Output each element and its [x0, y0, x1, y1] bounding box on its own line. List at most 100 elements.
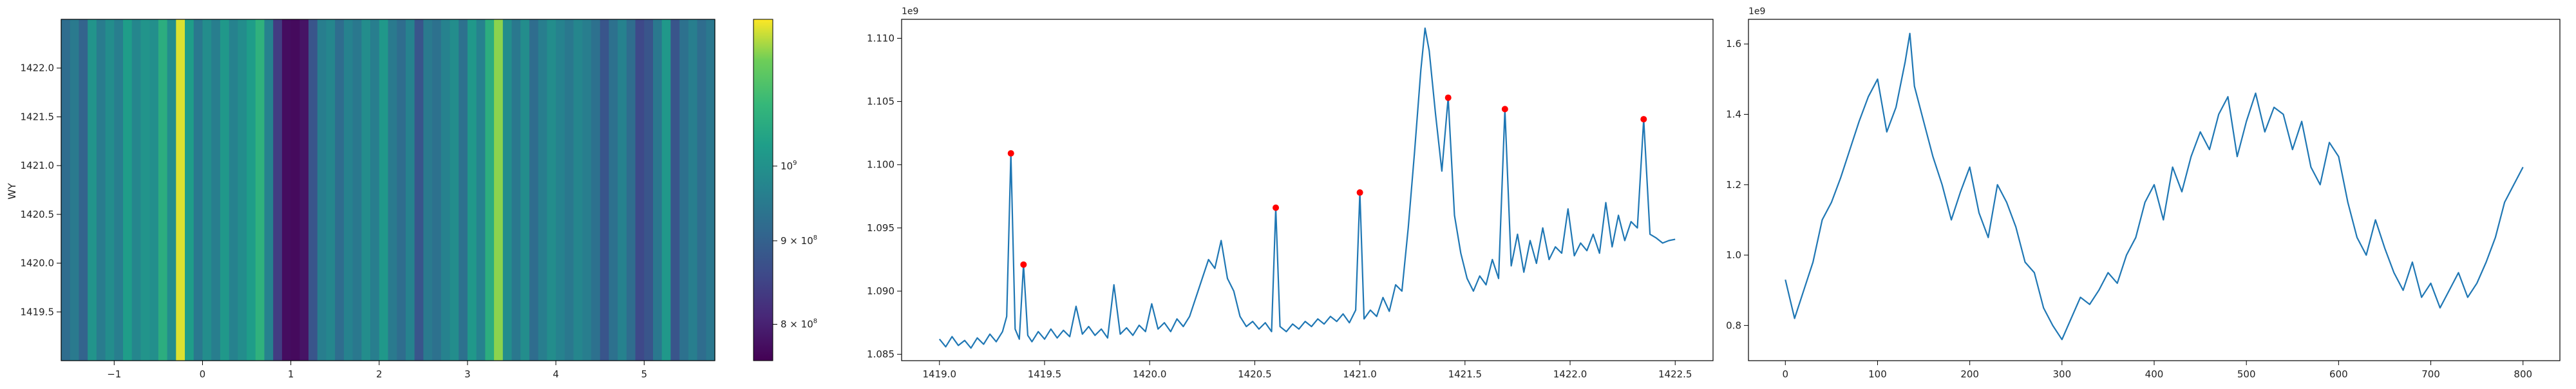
colorbar-tick-label: 109 — [781, 160, 797, 172]
line-panel-peaks-y-tick-label: 1.085 — [867, 348, 895, 360]
colorbar-tick-exponent: 9 — [793, 160, 797, 167]
heatmap-x-tick-label: 4 — [553, 368, 559, 380]
peak-marker — [1356, 189, 1363, 196]
line-panel-peaks-y-tick-label: 1.105 — [867, 96, 895, 108]
line-panel-series-offset: 1e9 — [1748, 6, 1765, 17]
colorbar-tick-base: 10 — [781, 160, 793, 172]
heatmap-y-tick-label: 1421.5 — [21, 111, 55, 122]
heatmap-column — [652, 19, 663, 361]
heatmap-column — [176, 19, 185, 361]
heatmap-x-tick-label: −1 — [107, 368, 121, 380]
line-panel-peaks-x-tick-label: 1420.5 — [1238, 368, 1272, 380]
line-panel-series-x-tick-label: 400 — [2145, 368, 2164, 380]
line-panel-series-y-tick-label: 1.0 — [1726, 249, 1741, 261]
heatmap-column — [281, 19, 292, 361]
heatmap-column — [264, 19, 274, 361]
heatmap-x-tick-label: 1 — [288, 368, 294, 380]
heatmap-column — [61, 19, 71, 361]
spectrum-line — [938, 27, 1676, 349]
heatmap-column — [591, 19, 601, 361]
series-line — [1785, 32, 2524, 341]
heatmap-column — [450, 19, 459, 361]
colorbar-tick-exponent: 8 — [813, 318, 817, 325]
heatmap-y-tick-label: 1420.0 — [21, 258, 55, 269]
heatmap-column — [635, 19, 645, 361]
heatmap-column — [185, 19, 194, 361]
heatmap-column — [123, 19, 133, 361]
peak-marker — [1020, 261, 1027, 268]
line-panel-series-x-tick-label: 300 — [2052, 368, 2071, 380]
colorbar-gradient — [753, 19, 773, 361]
peak-marker — [1273, 204, 1280, 211]
heatmap-column — [255, 19, 265, 361]
colorbar-tick-base: 10 — [801, 319, 813, 330]
heatmap-y-tick-label: 1421.0 — [21, 160, 55, 171]
line-panel-series-frame — [1748, 19, 2561, 361]
heatmap-column — [167, 19, 176, 361]
heatmap-x-tick-label: 5 — [641, 368, 647, 380]
peak-marker — [1007, 150, 1014, 157]
heatmap-x-tick-label: 0 — [200, 368, 206, 380]
heatmap-column — [88, 19, 97, 361]
heatmap-column — [476, 19, 486, 361]
heatmap-x-tick-label: 3 — [464, 368, 471, 380]
heatmap-column — [405, 19, 415, 361]
peak-markers — [1007, 94, 1647, 268]
line-panel-peaks-x-tick-label: 1421.5 — [1448, 368, 1482, 380]
line-panel-peaks-frame — [901, 19, 1714, 361]
heatmap-y-ticks: 1419.5 1420.0 1420.5 1421.0 1421.5 1422.0 — [21, 62, 61, 318]
line-panel-series-x-tick-label: 800 — [2514, 368, 2532, 380]
line-panel-peaks-y-tick-label: 1.100 — [867, 159, 895, 171]
heatmap-column — [273, 19, 283, 361]
heatmap-column — [96, 19, 106, 361]
heatmap-x-ticks: −1 0 1 2 3 4 5 — [107, 361, 647, 380]
line-panel-peaks-x-tick-label: 1422.5 — [1658, 368, 1692, 380]
line-panel-peaks-x-ticks: 1419.0 1419.5 1420.0 1420.5 1421.0 1421.5 1422… — [923, 361, 1692, 380]
heatmap-column — [502, 19, 513, 361]
heatmap-column — [467, 19, 477, 361]
heatmap-column — [626, 19, 636, 361]
heatmap-column — [211, 19, 221, 361]
heatmap-column — [600, 19, 610, 361]
heatmap-column — [688, 19, 698, 361]
line-panel-series-y-ticks: 0.8 1.0 1.2 1.4 1.6 — [1726, 38, 1748, 331]
heatmap-column — [440, 19, 451, 361]
heatmap-column — [529, 19, 539, 361]
heatmap-column — [202, 19, 212, 361]
heatmap-column — [308, 19, 318, 361]
heatmap-column — [79, 19, 88, 361]
heatmap-column — [326, 19, 336, 361]
colorbar-tick-label: 9 × 108 — [781, 234, 817, 247]
heatmap-column — [149, 19, 159, 361]
heatmap-column — [697, 19, 706, 361]
heatmap-ylabel: WY — [6, 183, 18, 200]
peak-marker — [1640, 116, 1647, 123]
heatmap-column — [114, 19, 124, 361]
heatmap-column — [547, 19, 556, 361]
heatmap-column — [423, 19, 433, 361]
peak-marker — [1501, 106, 1508, 113]
line-panel-series-y-tick-label: 1.6 — [1726, 38, 1741, 50]
line-panel-peaks-x-tick-label: 1421.0 — [1343, 368, 1377, 380]
heatmap-column — [706, 19, 715, 361]
line-panel-peaks-offset: 1e9 — [902, 6, 918, 17]
colorbar-tick-coef: 9 × — [781, 235, 801, 247]
line-panel-series-x-ticks: 0 100 200 300 400 500 600 700 800 — [1782, 361, 2532, 380]
heatmap-column — [247, 19, 256, 361]
line-panel-series-x-tick-label: 600 — [2329, 368, 2348, 380]
line-panel-series-x-tick-label: 500 — [2237, 368, 2256, 380]
line-panel-peaks: 1419.0 1419.5 1420.0 1420.5 1421.0 1421.5 1422… — [867, 6, 1714, 380]
colorbar-frame — [753, 19, 773, 361]
heatmap-panel: −1 0 1 2 3 4 5 1419.51420.01420.51421.01421.51… — [6, 19, 715, 380]
heatmap-column — [494, 19, 504, 361]
heatmap-column — [158, 19, 168, 361]
line-panel-peaks-y-tick-label: 1.110 — [867, 32, 895, 44]
heatmap-column — [238, 19, 247, 361]
heatmap-column — [379, 19, 389, 361]
heatmap-y-tick-label: 1420.5 — [21, 209, 55, 220]
heatmap-column — [352, 19, 362, 361]
line-panel-series-x-tick-label: 700 — [2421, 368, 2440, 380]
heatmap-column — [290, 19, 300, 361]
